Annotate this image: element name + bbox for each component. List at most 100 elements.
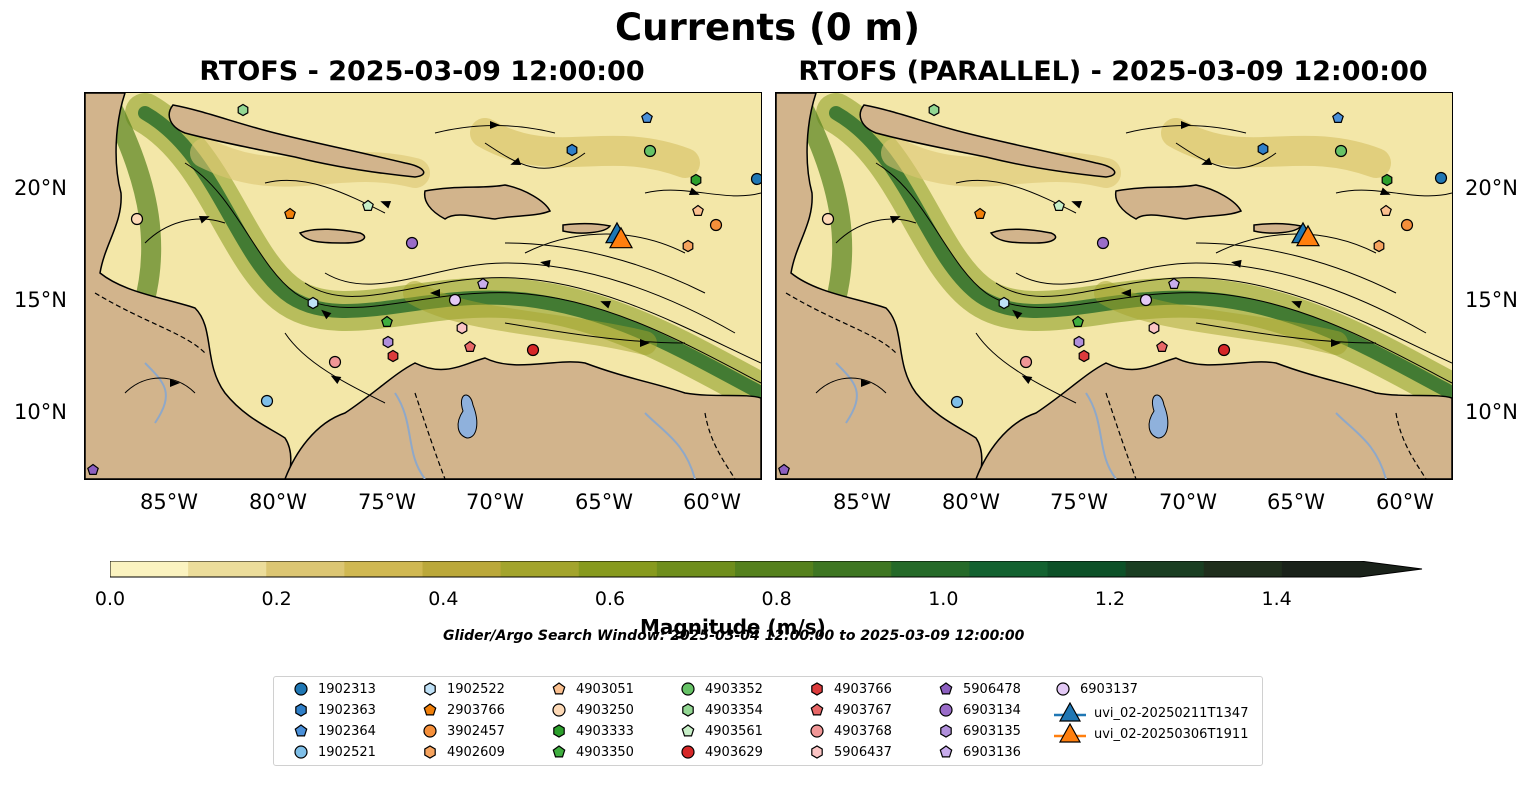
float-marker-4903766 [1078, 349, 1090, 363]
legend-item: 4903250 [550, 702, 634, 718]
legend-symbol [682, 703, 694, 717]
flow-arrow [1181, 121, 1191, 129]
legend-label: uvi_02-20250211T1347 [1094, 705, 1249, 721]
right-lon-tick-label: 70°W [1159, 490, 1217, 514]
float-marker-6903134 [405, 236, 419, 250]
flow-arrow [1331, 339, 1341, 347]
jamaica-landmass [298, 228, 366, 244]
colorbar-label: Magnitude (m/s) [640, 615, 826, 639]
legend-marker-icon [423, 724, 437, 738]
streamline [1195, 322, 1377, 344]
float-marker-5906478 [87, 463, 99, 475]
left-lat-tick-label: 10°N [14, 400, 67, 424]
float-marker-1902364 [641, 111, 653, 123]
flow-arrow [640, 339, 650, 347]
float-marker-4903354 [237, 103, 249, 117]
legend-symbol [1056, 682, 1070, 696]
legend-marker-icon [1054, 723, 1086, 743]
float-marker-4903352 [1334, 144, 1348, 158]
flow-arrow [170, 379, 180, 387]
colorbar-segment [188, 561, 267, 577]
legend-item: 4903561 [679, 723, 763, 739]
legend-symbol [294, 724, 308, 737]
float-marker-6903136 [1168, 277, 1180, 289]
river [1085, 392, 1117, 479]
colorbar-extension [1360, 561, 1422, 577]
south-america-landmass [284, 357, 761, 479]
float-marker-6903135 [382, 335, 394, 349]
flow-arrow [321, 309, 332, 320]
float-marker-4903350 [381, 315, 393, 327]
river [1335, 412, 1387, 479]
legend-marker-icon [939, 745, 953, 758]
legend-item: 6903134 [937, 702, 1021, 718]
right-lat-tick-label: 15°N [1465, 288, 1518, 312]
legend-marker-icon [294, 682, 308, 696]
float-marker-2903766 [284, 207, 296, 220]
flow-arrow [600, 300, 612, 309]
legend-marker-icon [552, 745, 566, 758]
legend-symbol [423, 724, 437, 738]
float-marker-5906478 [778, 463, 790, 475]
right-lon-tick-label: 60°W [1376, 490, 1434, 514]
lake-maracaibo [1148, 394, 1169, 439]
legend-label: 4903767 [834, 702, 892, 718]
colorbar-tick-label: 1.0 [928, 588, 959, 610]
streamline [184, 162, 761, 384]
legend-label: 4903051 [576, 681, 634, 697]
float-marker-2903766 [974, 207, 986, 220]
legend-label: 1902522 [447, 681, 505, 697]
legend-marker-icon [294, 724, 308, 737]
river [835, 362, 858, 424]
legend-symbol [681, 724, 695, 737]
float-marker-1902522 [998, 296, 1010, 310]
float-marker-3902457 [709, 218, 723, 232]
legend-item: 4903629 [679, 744, 763, 760]
legend-label: 4903350 [576, 744, 634, 760]
flow-arrow [430, 289, 440, 297]
legend-item: 6903135 [937, 723, 1021, 739]
legend-symbol [424, 745, 436, 759]
flow-arrow [1071, 200, 1083, 209]
legend-marker-icon [295, 703, 307, 717]
central-america-landmass [776, 93, 983, 479]
cuba-landmass [168, 104, 425, 178]
speed-band-south [1094, 281, 1348, 355]
streamline [1335, 189, 1452, 197]
right-lon-tick-label: 75°W [1050, 490, 1108, 514]
legend-symbol [939, 745, 953, 758]
legend-label: 1902521 [318, 744, 376, 760]
legend-label: 4903354 [705, 702, 763, 718]
flow-arrow [540, 259, 551, 268]
colorbar-segment [344, 561, 424, 577]
legend-label: 4903250 [576, 702, 634, 718]
streamline [124, 377, 196, 394]
float-marker-5906437 [1148, 321, 1160, 335]
float-marker-1902364 [1332, 111, 1344, 123]
legend-symbol [939, 682, 953, 695]
legend-item: 1902522 [421, 681, 505, 697]
right-lat-tick-label: 10°N [1465, 400, 1518, 424]
colorbar-segment [266, 561, 345, 577]
hispaniola-landmass [423, 184, 552, 220]
streamline [484, 142, 586, 169]
float-marker-4903766 [387, 349, 399, 363]
legend-item: 5906437 [808, 744, 892, 760]
legend-item: 6903136 [937, 744, 1021, 760]
legend-item: 4903350 [550, 744, 634, 760]
float-marker-1902522 [307, 296, 319, 310]
legend-symbol [552, 703, 566, 717]
float-marker-4903051 [692, 204, 704, 217]
colorbar-segment [1125, 561, 1205, 577]
streamline [524, 233, 686, 254]
legend-marker-icon [939, 682, 953, 695]
legend-marker-icon [552, 703, 566, 717]
flow-arrow [510, 157, 522, 166]
float-marker-6903137 [448, 293, 462, 307]
legend: 1902313 1902363 1902364 1902521 1902522 29037… [273, 676, 1263, 766]
legend-symbol [810, 703, 824, 716]
float-marker-4903561 [362, 199, 374, 212]
country-border [785, 292, 897, 354]
streamline [504, 242, 706, 294]
legend-item: 3902457 [421, 723, 505, 739]
